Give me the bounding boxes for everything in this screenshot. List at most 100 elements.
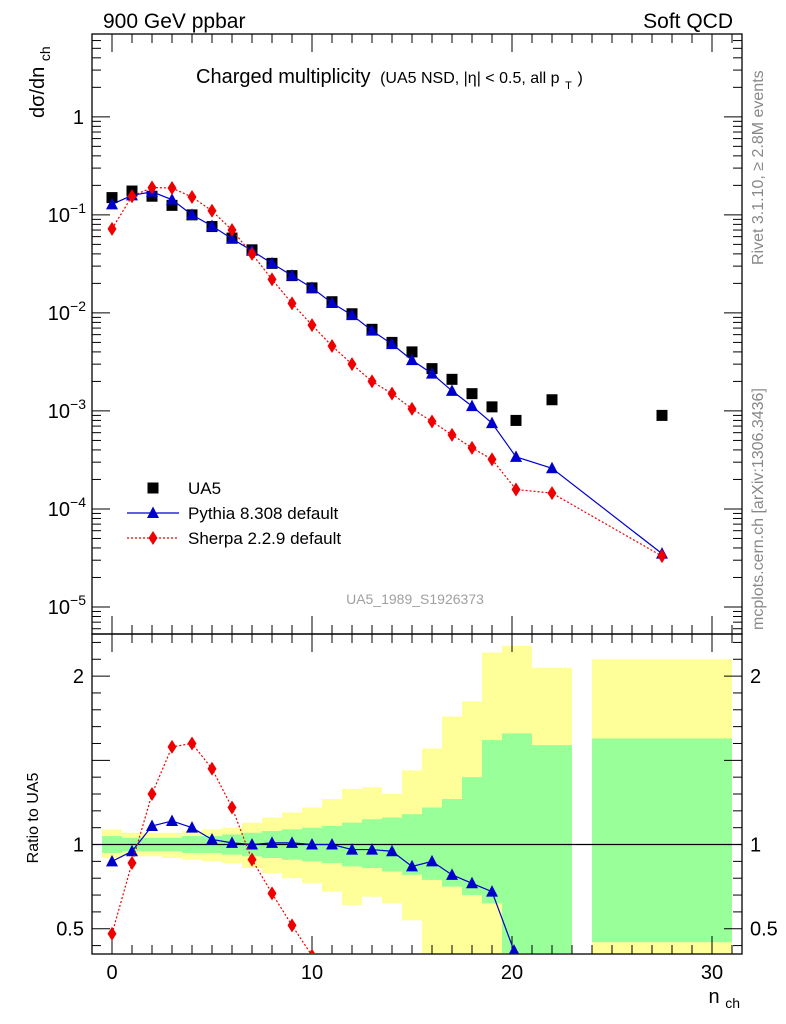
data-point [466, 388, 478, 400]
data-point [107, 221, 117, 236]
ratio-data-point [308, 948, 316, 954]
y-tick-label: 10−5 [48, 592, 86, 619]
ratio-y-tick-label-left: 2 [73, 666, 84, 688]
header-right-label: Soft QCD [643, 10, 733, 33]
data-point [306, 281, 318, 293]
legend-label: Sherpa 2.2.9 default [188, 529, 341, 548]
green-band-bin [422, 807, 442, 880]
data-point [447, 427, 457, 442]
data-point [267, 272, 277, 287]
plot-title: Charged multiplicity (UA5 NSD, |η| < 0.5… [196, 66, 583, 94]
x-axis-label-sub: ch [725, 995, 740, 1011]
data-point [187, 190, 197, 205]
green-band-bin [482, 740, 502, 904]
data-point [207, 203, 217, 218]
ratio-y-tick-label-right: 1 [750, 835, 761, 857]
data-point [367, 374, 377, 389]
plot-title-sub: (UA5 NSD, |η| < 0.5, all p [380, 70, 560, 87]
data-point [346, 308, 358, 321]
series-diamond [107, 180, 667, 564]
x-tick-label: 20 [501, 962, 523, 984]
x-tick-label: 30 [701, 962, 723, 984]
data-point [366, 324, 378, 336]
x-axis-label: n ch [709, 986, 740, 1011]
ratio-data-point [287, 918, 297, 933]
uncertainty-bands [102, 645, 732, 953]
ratio-data-point [227, 800, 237, 815]
ratio-series-triangle [106, 814, 520, 954]
data-point [546, 394, 558, 406]
data-point [486, 416, 498, 429]
ratio-data-point [386, 844, 398, 857]
legend-label: UA5 [188, 479, 221, 498]
legend-label: Pythia 8.308 default [188, 504, 339, 523]
ratio-data-point [508, 944, 520, 954]
ratio-data-point [247, 852, 257, 867]
legend-entry: Sherpa 2.2.9 default [127, 529, 341, 548]
data-point [466, 399, 478, 412]
ratio-data-point [406, 859, 418, 872]
ratio-data-point [246, 838, 258, 850]
data-point [547, 486, 557, 501]
ratio-data-point [106, 854, 118, 867]
data-point [287, 296, 297, 311]
x-axis-label-text: n [709, 986, 720, 1008]
ratio-data-point [167, 739, 177, 754]
ratio-data-point [147, 787, 157, 801]
green-band-bin [502, 733, 532, 953]
ratio-data-point [326, 838, 338, 850]
legend-entry: UA5 [147, 479, 221, 498]
ratio-data-point [366, 843, 378, 855]
data-point [127, 189, 137, 204]
analysis-watermark: UA5_1989_S1926373 [346, 591, 484, 607]
legend-marker [147, 482, 159, 494]
series-square [106, 185, 668, 426]
ratio-data-point [346, 843, 358, 855]
data-point [226, 232, 238, 244]
y-tick-label: 10−2 [48, 298, 86, 325]
data-point [657, 549, 667, 564]
data-point [546, 461, 558, 474]
ratio-data-point [206, 832, 218, 845]
x-tick-label: 10 [301, 962, 323, 984]
ratio-plot-area: 0 10 20 30 0.5 0.5 1 1 2 2 [56, 633, 778, 984]
data-point [166, 193, 178, 205]
ratio-data-point [486, 885, 498, 897]
data-point [427, 414, 437, 429]
ratio-y-tick-label-right: 0.5 [750, 919, 778, 941]
legend-marker [148, 531, 158, 545]
ratio-data-point [146, 819, 158, 831]
data-point [247, 246, 257, 261]
data-point [511, 482, 521, 497]
legend: UA5 Pythia 8.308 default Sherpa 2.2.9 defa… [127, 479, 341, 548]
data-point [387, 386, 397, 401]
data-point [186, 208, 198, 220]
data-point [106, 197, 118, 210]
ratio-data-point [226, 836, 238, 848]
ratio-y-tick-label-left: 1 [73, 835, 84, 857]
data-point [106, 192, 118, 204]
plot-title-main: Charged multiplicity [196, 66, 371, 88]
data-point [467, 440, 477, 455]
series-triangle [106, 185, 668, 559]
ratio-data-point [186, 821, 198, 833]
data-point [407, 401, 417, 416]
green-band-bin [442, 799, 462, 887]
data-point [347, 357, 357, 372]
data-point [487, 452, 497, 467]
data-point [327, 338, 337, 353]
y-tick-label: 10−3 [48, 396, 86, 423]
main-y-axis-label-sub: ch [37, 46, 53, 61]
x-tick-label: 0 [106, 962, 117, 984]
y-tick-label: 10−1 [48, 200, 86, 227]
ratio-data-point [466, 876, 478, 889]
data-point [147, 180, 157, 195]
ratio-y-tick-label-right: 2 [750, 666, 761, 688]
ratio-data-point [166, 814, 178, 826]
green-band-bin [462, 777, 482, 896]
ratio-data-point [126, 844, 138, 857]
plot-title-sub-end: ) [577, 70, 582, 87]
side-label-bottom: mcplots.cern.ch [arXiv:1306.3436] [750, 388, 767, 630]
y-tick-label: 1 [73, 107, 84, 129]
